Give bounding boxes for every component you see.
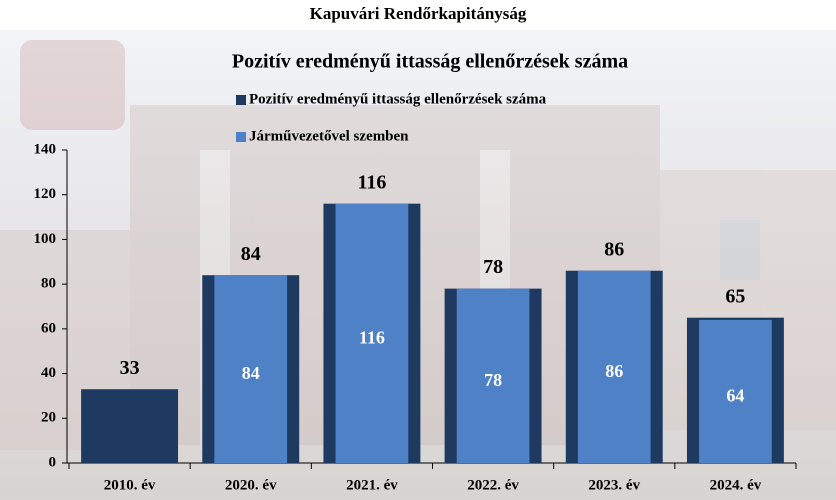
x-tick-label: 2022. év xyxy=(467,477,519,493)
y-tick-label: 60 xyxy=(41,320,56,336)
chart: Kapuvári Rendőrkapitányság Pozitív eredm… xyxy=(0,0,836,500)
legend-label: Pozitív eredményű ittasság ellenőrzések … xyxy=(249,91,547,107)
chart-subtitle: Pozitív eredményű ittasság ellenőrzések … xyxy=(232,51,628,73)
y-tick-label: 80 xyxy=(41,276,56,292)
x-tick-label: 2020. év xyxy=(225,477,277,493)
y-tick-label: 100 xyxy=(34,231,57,247)
y-tick-label: 0 xyxy=(49,454,57,470)
y-tick-label: 140 xyxy=(34,141,57,157)
value-label: 116 xyxy=(359,327,385,347)
x-tick-label: 2021. év xyxy=(346,477,398,493)
value-label: 116 xyxy=(357,171,386,193)
value-label: 78 xyxy=(483,256,503,278)
y-tick-label: 40 xyxy=(41,365,56,381)
value-label: 86 xyxy=(605,361,623,381)
legend-label: Járművezetővel szemben xyxy=(249,128,409,144)
x-tick-label: 2010. év xyxy=(104,477,156,493)
value-label: 33 xyxy=(120,357,140,379)
value-label: 65 xyxy=(725,285,745,307)
value-label: 78 xyxy=(484,370,502,390)
value-label: 84 xyxy=(242,363,260,383)
y-tick-label: 20 xyxy=(41,410,56,426)
bar xyxy=(81,389,178,463)
x-tick-label: 2023. év xyxy=(588,477,640,493)
value-label: 64 xyxy=(726,386,744,406)
legend-swatch xyxy=(236,132,246,142)
legend-swatch xyxy=(236,95,246,105)
value-label: 84 xyxy=(241,243,261,265)
x-tick-label: 2024. év xyxy=(710,477,762,493)
chart-title: Kapuvári Rendőrkapitányság xyxy=(310,4,527,23)
y-tick-label: 120 xyxy=(34,186,57,202)
value-label: 86 xyxy=(604,238,624,260)
